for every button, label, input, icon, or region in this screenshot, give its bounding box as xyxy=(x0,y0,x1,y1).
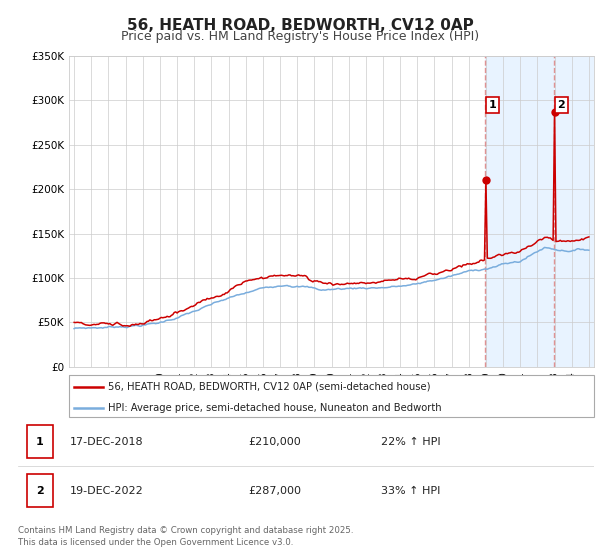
Text: 56, HEATH ROAD, BEDWORTH, CV12 0AP: 56, HEATH ROAD, BEDWORTH, CV12 0AP xyxy=(127,18,473,33)
Text: 2: 2 xyxy=(557,100,565,110)
Text: HPI: Average price, semi-detached house, Nuneaton and Bedworth: HPI: Average price, semi-detached house,… xyxy=(109,403,442,413)
Text: £210,000: £210,000 xyxy=(248,437,301,447)
Text: 56, HEATH ROAD, BEDWORTH, CV12 0AP (semi-detached house): 56, HEATH ROAD, BEDWORTH, CV12 0AP (semi… xyxy=(109,382,431,392)
FancyBboxPatch shape xyxy=(26,474,53,507)
Text: 1: 1 xyxy=(36,437,43,447)
FancyBboxPatch shape xyxy=(26,426,53,459)
Text: £287,000: £287,000 xyxy=(248,486,301,496)
Text: 2: 2 xyxy=(36,486,43,496)
Text: 1: 1 xyxy=(488,100,496,110)
Text: 17-DEC-2018: 17-DEC-2018 xyxy=(70,437,143,447)
Text: Contains HM Land Registry data © Crown copyright and database right 2025.
This d: Contains HM Land Registry data © Crown c… xyxy=(18,526,353,547)
Text: 33% ↑ HPI: 33% ↑ HPI xyxy=(381,486,440,496)
Text: 22% ↑ HPI: 22% ↑ HPI xyxy=(381,437,440,447)
Bar xyxy=(485,56,598,367)
Text: Price paid vs. HM Land Registry's House Price Index (HPI): Price paid vs. HM Land Registry's House … xyxy=(121,30,479,43)
Text: 19-DEC-2022: 19-DEC-2022 xyxy=(70,486,143,496)
